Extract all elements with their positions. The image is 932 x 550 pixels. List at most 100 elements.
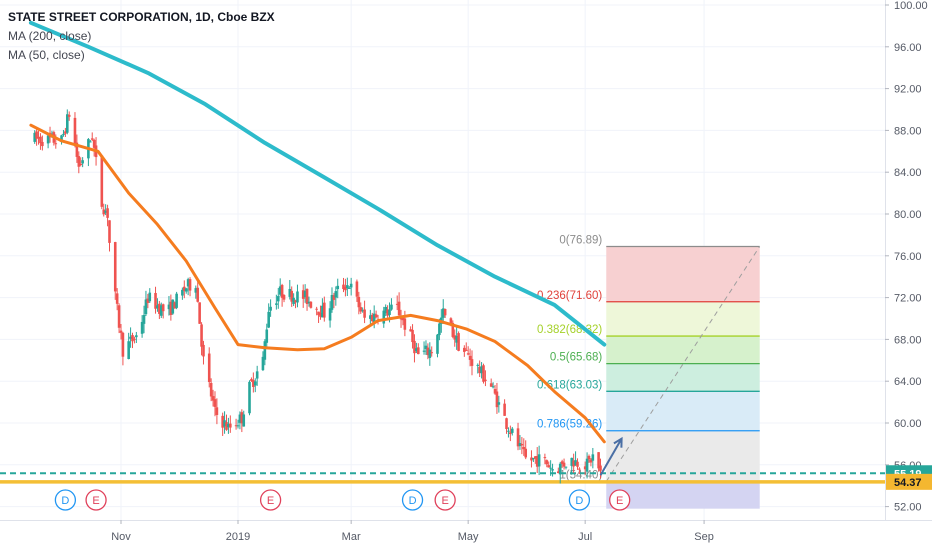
candle[interactable] [294,299,297,309]
candle[interactable] [495,382,499,414]
candle[interactable] [209,378,213,402]
candle[interactable] [133,336,136,344]
candle[interactable] [238,411,242,430]
candle[interactable] [65,109,69,135]
candle[interactable] [276,287,280,309]
earnings-marker[interactable]: E [434,489,456,511]
dividend-marker[interactable]: D [401,489,424,511]
candle[interactable] [296,284,299,308]
candle[interactable] [167,296,171,316]
candle[interactable] [89,140,92,143]
candle[interactable] [574,451,577,466]
candle[interactable] [100,155,104,210]
candle[interactable] [403,310,407,337]
dividend-marker[interactable]: D [54,489,77,511]
candle[interactable] [416,343,420,355]
candle[interactable] [186,277,190,296]
candle[interactable] [436,333,439,358]
candle[interactable] [374,310,378,319]
candle[interactable] [275,294,278,310]
candle[interactable] [129,327,132,348]
candle[interactable] [323,296,326,322]
candle[interactable] [213,391,217,417]
candle[interactable] [113,241,117,300]
candle[interactable] [255,365,259,386]
candle[interactable] [533,455,537,464]
candle[interactable] [510,426,514,436]
candle[interactable] [73,112,77,148]
candle[interactable] [146,293,150,309]
candle[interactable] [466,346,470,356]
candle[interactable] [175,291,178,310]
candle[interactable] [142,305,146,334]
candle[interactable] [585,452,589,479]
candle[interactable] [551,463,554,477]
candle[interactable] [476,363,480,374]
candle[interactable] [182,280,186,299]
candle[interactable] [104,204,107,216]
candle[interactable] [173,301,177,309]
indicator-ma50[interactable]: MA (50, close) [8,48,85,62]
dividend-marker[interactable]: D [568,489,591,511]
candle[interactable] [346,277,349,297]
candle[interactable] [591,447,595,469]
candle[interactable] [484,370,487,387]
candle[interactable] [41,135,44,151]
candle[interactable] [33,130,36,144]
candle[interactable] [370,312,374,323]
candle[interactable] [81,157,84,168]
candle[interactable] [390,298,393,311]
candle[interactable] [140,315,144,338]
candle[interactable] [198,302,201,324]
candle[interactable] [102,203,106,217]
candle[interactable] [127,332,130,360]
candle[interactable] [156,298,159,312]
candle[interactable] [463,345,466,357]
candle[interactable] [443,308,447,319]
time-axis[interactable]: Nov 2019 Mar May Jul Sep [111,520,714,543]
candle[interactable] [336,278,340,299]
candle[interactable] [537,445,541,476]
candle[interactable] [478,360,481,377]
candle[interactable] [106,204,109,227]
candle[interactable] [46,134,50,149]
candle[interactable] [547,461,551,468]
candle[interactable] [119,323,123,340]
candle[interactable] [558,461,562,484]
candle[interactable] [261,351,265,372]
candle[interactable] [482,363,485,384]
candle[interactable] [301,284,305,308]
candle[interactable] [384,304,387,317]
candle[interactable] [430,346,434,357]
candle[interactable] [399,309,403,328]
candle[interactable] [248,380,251,416]
candle[interactable] [349,277,353,296]
earnings-marker[interactable]: E [609,489,631,511]
candle[interactable] [250,377,253,382]
candle[interactable] [148,288,152,303]
candle[interactable] [184,287,188,294]
candle[interactable] [468,348,472,367]
candle[interactable] [455,327,458,350]
candle[interactable] [236,419,240,429]
candle[interactable] [363,300,366,324]
candle[interactable] [397,292,401,316]
candle[interactable] [121,331,125,366]
ma200-line[interactable] [28,20,607,347]
candle[interactable] [215,398,219,425]
candle[interactable] [240,409,244,433]
candle[interactable] [131,332,134,349]
projection-arrow[interactable] [599,436,623,476]
candle[interactable] [37,130,40,145]
candle[interactable] [453,329,457,347]
candle[interactable] [253,378,257,393]
candle[interactable] [361,307,364,313]
candle[interactable] [221,412,224,436]
candle[interactable] [470,350,474,376]
fib-trend-line[interactable] [605,246,761,482]
candle[interactable] [409,326,412,332]
candle[interactable] [464,342,468,351]
candle[interactable] [207,347,211,388]
candle[interactable] [115,288,119,311]
